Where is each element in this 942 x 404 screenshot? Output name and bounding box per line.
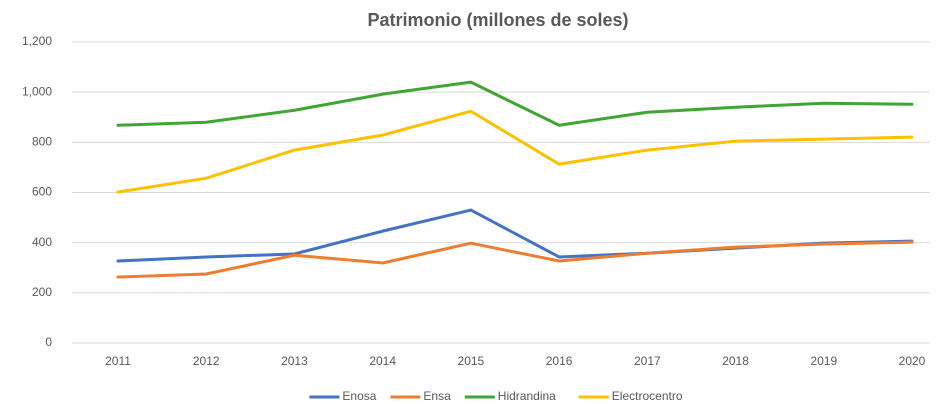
y-tick-label: 1,000 (22, 84, 52, 98)
y-tick-label: 600 (32, 185, 52, 199)
y-tick-label: 800 (32, 135, 52, 149)
legend-label: Hidrandina (498, 389, 556, 403)
x-tick-label: 2016 (546, 354, 573, 368)
line-series (116, 240, 914, 279)
y-tick-label: 200 (32, 285, 52, 299)
y-tick-label: 0 (45, 335, 52, 349)
legend-label: Electrocentro (612, 389, 683, 403)
x-tick-label: 2019 (810, 354, 837, 368)
x-tick-label: 2017 (634, 354, 661, 368)
line-series (116, 80, 914, 127)
x-tick-label: 2018 (722, 354, 749, 368)
legend-label: Enosa (342, 389, 376, 403)
y-tick-label: 1,200 (22, 34, 52, 48)
x-tick-label: 2011 (105, 354, 131, 368)
x-tick-label: 2015 (458, 354, 485, 368)
x-tick-label: 2012 (193, 354, 220, 368)
chart-title: Patrimonio (millones de soles) (367, 10, 628, 30)
legend-label: Ensa (423, 389, 451, 403)
x-tick-label: 2020 (899, 354, 926, 368)
x-tick-label: 2013 (281, 354, 308, 368)
line-series (116, 109, 914, 194)
y-tick-label: 400 (32, 235, 52, 249)
x-tick-label: 2014 (369, 354, 396, 368)
